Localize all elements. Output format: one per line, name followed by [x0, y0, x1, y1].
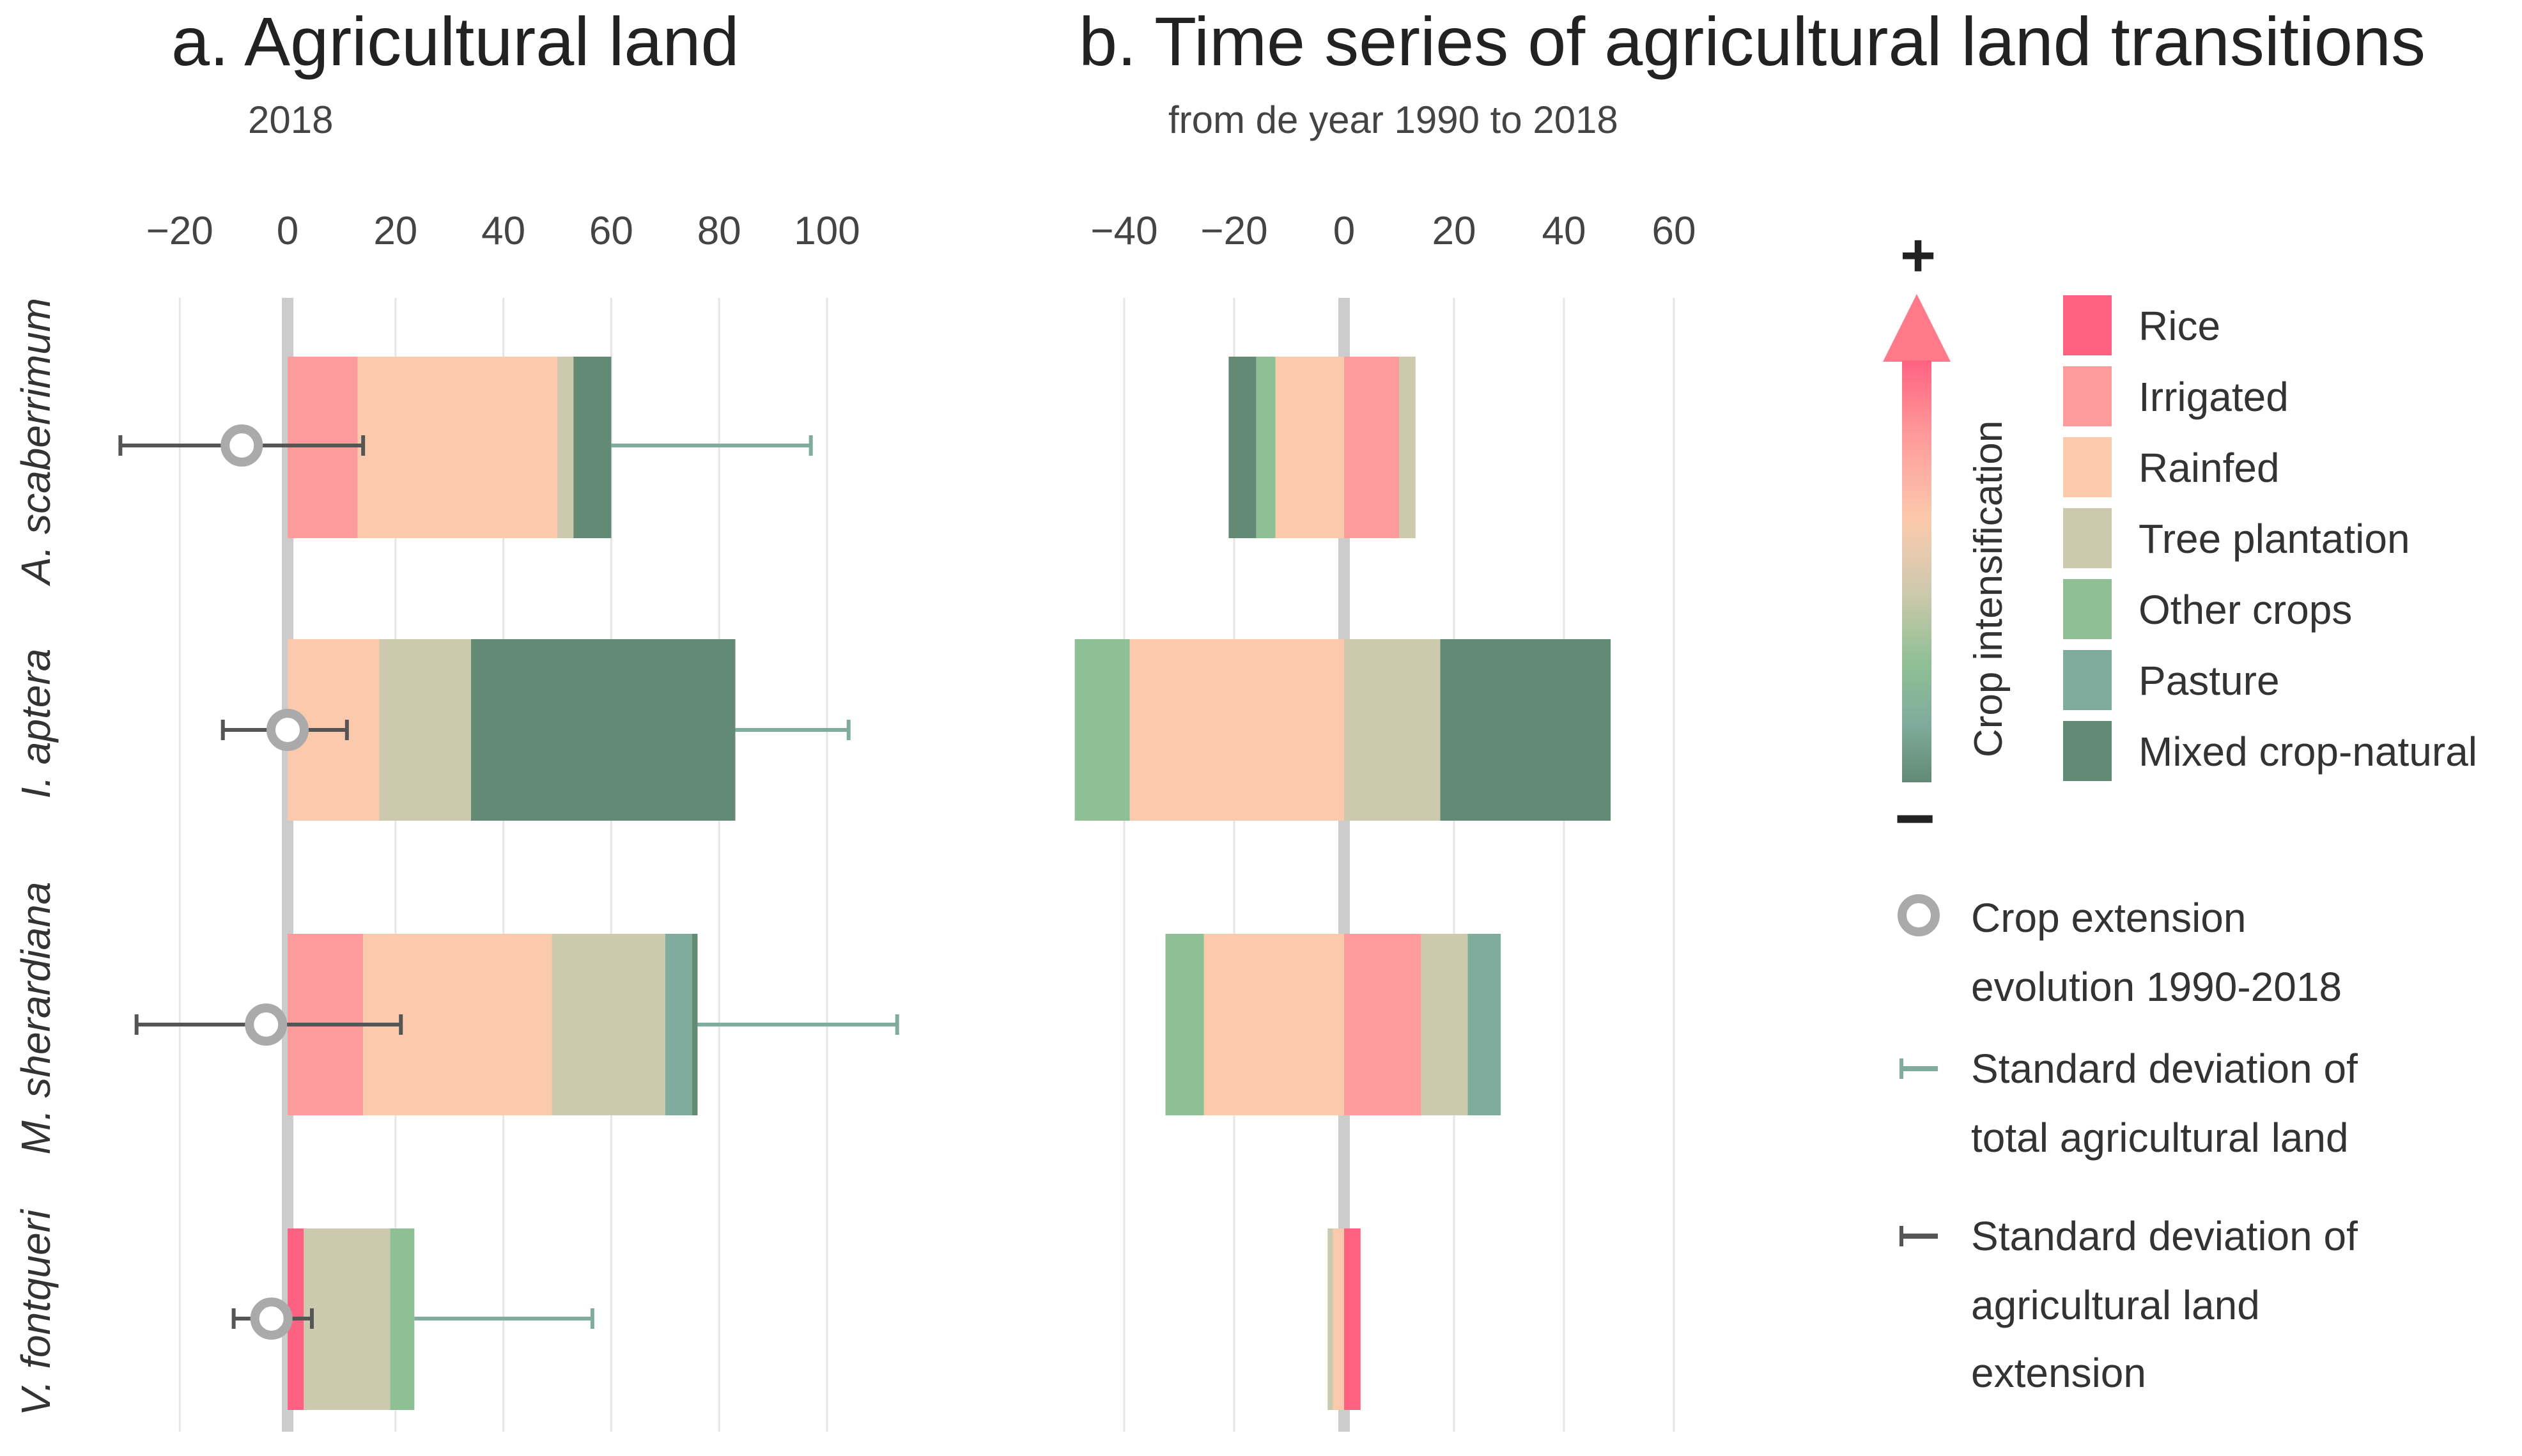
panel-a-bar-m-sherardiana-mixed-crop-natural [692, 934, 698, 1115]
legend-label-other-crops: Other crops [2139, 587, 2352, 633]
legend-categories: Rice Irrigated Rainfed Tree plantation Other… [2063, 295, 2477, 781]
panel-b-bar-m-sherardiana-pasture [1467, 934, 1501, 1115]
panel-a-subtitle: 2018 [248, 98, 333, 141]
legend-sd-total: Standard deviation of total agricultural… [1899, 1046, 2358, 1161]
intensification-axis-label: Crop intensification [1967, 421, 2011, 757]
panel-a-tick-label: 100 [794, 209, 860, 253]
panel-a-bar-i-aptera-tree-plantation [379, 639, 471, 821]
panel-b-bar-m-sherardiana-rainfed [1203, 934, 1344, 1115]
crop-extension-marker-a-scaberrimum [220, 424, 263, 467]
legend-swatch-irrigated [2063, 366, 2112, 426]
panel-b-bar-i-aptera-tree-plantation [1344, 639, 1441, 821]
panel-a-title: a. Agricultural land [171, 3, 739, 80]
sd-extension-label-line2: agricultural land [1971, 1282, 2260, 1328]
panel-b-bar-v-fontqueri-tree-plantation [1327, 1228, 1333, 1410]
panel-a-bar-a-scaberrimum-tree-plantation [557, 357, 574, 538]
panel-a-bar-v-fontqueri-other-crops [390, 1228, 415, 1410]
panel-b-bar-i-aptera-mixed-crop-natural [1440, 639, 1611, 821]
panel-b-bar-i-aptera-rainfed [1129, 639, 1344, 821]
panel-b-bar-a-scaberrimum-irrigated [1344, 357, 1399, 538]
panel-b-tick-label: 20 [1432, 209, 1476, 253]
sd-total-label-line2: total agricultural land [1971, 1115, 2349, 1161]
panel-a-tick-label: 20 [373, 209, 417, 253]
legend-swatch-rice [2063, 295, 2112, 355]
intensification-gradient-bar [1902, 360, 1931, 782]
species-labels: A. scaberrimum I. aptera M. sherardiana V. … [13, 298, 59, 1416]
panel-b-tick-label: −40 [1090, 209, 1157, 253]
panel-b-title: b. Time series of agricultural land tran… [1079, 3, 2425, 80]
legend-label-rice: Rice [2139, 303, 2220, 349]
panel-b-bar-v-fontqueri-rainfed [1333, 1228, 1344, 1410]
intensification-minus-sign: − [1894, 779, 1935, 858]
legend-swatch-rainfed [2063, 437, 2112, 497]
panel-b-bar-m-sherardiana-tree-plantation [1421, 934, 1468, 1115]
panel-b-tick-label: 0 [1333, 209, 1355, 253]
legend-label-rainfed: Rainfed [2139, 445, 2280, 491]
legend-crop-extension: Crop extension evolution 1990-2018 [1898, 894, 2342, 1010]
panel-b-x-axis: −40 −20 0 20 40 60 [1090, 209, 1696, 253]
panel-a-tick-label: 40 [481, 209, 525, 253]
legend-label-irrigated: Irrigated [2139, 374, 2289, 420]
legend-swatch-tree-plantation [2063, 508, 2112, 568]
panel-a-bar-a-scaberrimum-mixed-crop-natural [573, 357, 612, 538]
panel-a-bar-a-scaberrimum-rainfed [357, 357, 557, 538]
crop-extension-label-line2: evolution 1990-2018 [1971, 964, 2342, 1010]
crop-extension-marker-i-aptera [267, 709, 309, 751]
panel-b: b. Time series of agricultural land tran… [1074, 3, 2425, 1432]
sd-extension-label-line3: extension [1971, 1350, 2146, 1396]
sd-total-label-line1: Standard deviation of [1971, 1046, 2358, 1092]
panel-b-tick-label: 60 [1652, 209, 1696, 253]
panel-a-bar-m-sherardiana-tree-plantation [552, 934, 665, 1115]
crop-extension-marker-m-sherardiana [245, 1003, 288, 1046]
panel-a-error-bars [118, 424, 899, 1340]
species-label-i-aptera: I. aptera [13, 649, 59, 799]
panel-b-bar-a-scaberrimum-other-crops [1256, 357, 1276, 538]
species-label-m-sherardiana: M. sherardiana [13, 882, 59, 1155]
legend-swatch-mixed-crop-natural [2063, 721, 2112, 781]
panel-b-bar-v-fontqueri-rice [1344, 1228, 1361, 1410]
panel-b-bars [1074, 357, 1611, 1410]
panel-a-bar-m-sherardiana-pasture [665, 934, 692, 1115]
panel-a-bar-i-aptera-mixed-crop-natural [470, 639, 736, 821]
crop-extension-marker-symbol [1898, 894, 1940, 936]
panel-b-tick-label: 40 [1542, 209, 1586, 253]
panel-b-bar-a-scaberrimum-rainfed [1275, 357, 1344, 538]
intensification-arrow-head [1883, 294, 1951, 362]
panel-a-tick-label: 60 [589, 209, 633, 253]
crop-extension-marker-v-fontqueri [250, 1297, 293, 1340]
sd-extension-label-line1: Standard deviation of [1971, 1213, 2358, 1259]
panel-b-tick-label: −20 [1200, 209, 1267, 253]
panel-a-x-axis: −20 0 20 40 60 80 100 [146, 209, 860, 253]
legend-sd-extension: Standard deviation of agricultural land … [1899, 1213, 2358, 1396]
panel-b-bar-i-aptera-other-crops [1074, 639, 1130, 821]
panel-b-bar-m-sherardiana-irrigated [1344, 934, 1421, 1115]
crop-extension-label-line1: Crop extension [1971, 895, 2246, 941]
panel-a-bar-v-fontqueri-tree-plantation [304, 1228, 391, 1410]
panel-b-subtitle: from de year 1990 to 2018 [1168, 98, 1618, 141]
legend-label-tree-plantation: Tree plantation [2139, 516, 2410, 562]
panel-b-bar-a-scaberrimum-mixed-crop-natural [1228, 357, 1257, 538]
panel-b-bar-m-sherardiana-other-crops [1165, 934, 1204, 1115]
legend-swatch-other-crops [2063, 579, 2112, 639]
legend-label-pasture: Pasture [2139, 658, 2280, 704]
legend: + − Crop intensification Rice Irrigated Ra… [1883, 221, 2477, 1396]
panel-a-bars [288, 357, 736, 1410]
panel-b-bar-a-scaberrimum-tree-plantation [1399, 357, 1416, 538]
panel-a: a. Agricultural land 2018 −20 0 20 40 60 80 10… [13, 3, 899, 1432]
species-label-v-fontqueri: V. fontqueri [13, 1209, 59, 1416]
panel-a-tick-label: −20 [146, 209, 213, 253]
legend-label-mixed-crop-natural: Mixed crop-natural [2139, 729, 2477, 775]
legend-swatch-pasture [2063, 650, 2112, 710]
panel-a-tick-label: 80 [697, 209, 741, 253]
species-label-a-scaberrimum: A. scaberrimum [13, 298, 59, 587]
panel-a-tick-label: 0 [277, 209, 298, 253]
intensification-plus-sign: + [1900, 221, 1936, 290]
